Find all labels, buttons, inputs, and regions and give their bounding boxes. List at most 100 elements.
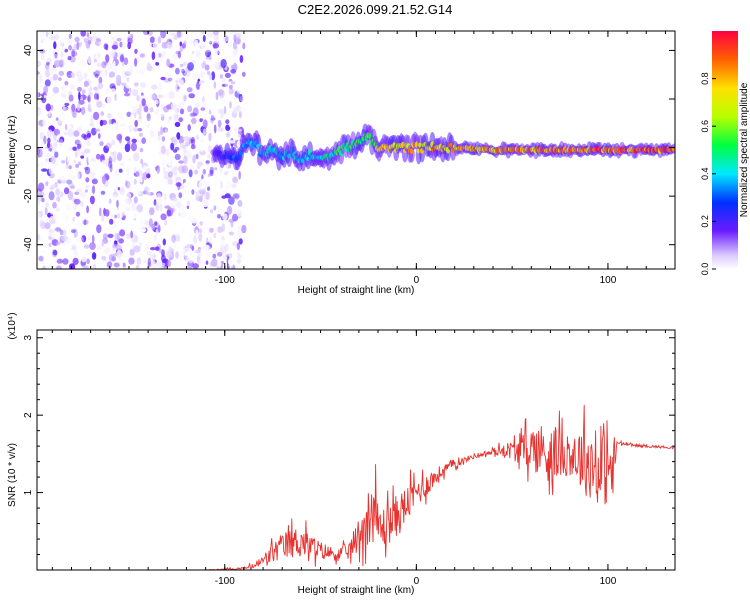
spectrogram-cell: [148, 190, 151, 196]
spectrogram-cell: [213, 34, 220, 41]
spectrogram-cell: [87, 55, 92, 64]
spectrogram-cell: [121, 40, 126, 49]
spectrogram-cell: [236, 242, 241, 251]
spectrogram-cell: [146, 113, 151, 122]
spectrogram-cell: [101, 175, 107, 185]
spectrogram-cell: [134, 191, 141, 195]
spectrogram-cell: [111, 139, 116, 146]
colorbar: 0.0 0.2 0.4 0.6 0.8 Normalized spectral ampl…: [700, 31, 750, 275]
spectrogram-cell: [66, 156, 71, 165]
spectrogram-cell: [178, 212, 181, 217]
spectrogram-cell: [100, 69, 107, 78]
spectrogram-cell: [107, 233, 114, 238]
spectrogram-cell: [112, 243, 118, 249]
spectrogram-cell: [42, 244, 49, 248]
spectrogram-cell: [131, 202, 137, 212]
spectrogram-cell: [175, 67, 180, 75]
spectrogram-cell: [225, 119, 230, 125]
spectrogram-cell: [214, 61, 222, 71]
spectrogram-cell: [219, 96, 225, 105]
spectrogram-cell: [125, 192, 132, 199]
spectrogram-cell: [91, 127, 97, 136]
spectrogram-cell: [37, 199, 41, 205]
spectrogram-cell: [140, 256, 147, 262]
spectrogram-cell: [48, 191, 55, 201]
spectrogram-cell: [119, 54, 125, 63]
spectrogram-cell: [58, 70, 65, 76]
spectrogram-cell: [94, 41, 98, 46]
spectrogram-cell: [191, 117, 197, 125]
spectrogram-cell: [48, 148, 52, 152]
spectrogram-cell: [70, 185, 75, 189]
spectrogram-cell: [80, 236, 84, 243]
spectrogram-cell: [154, 246, 160, 251]
spectrogram-marks: [37, 31, 675, 269]
spectrogram-cell: [86, 32, 90, 38]
spectrogram-cell: [141, 98, 146, 107]
snr-panel: -100 0 100 1 2 3 Height of straight line (km)…: [7, 312, 676, 596]
spectrogram-cell: [186, 200, 191, 206]
spectrogram-cell: [139, 69, 145, 75]
spectrogram-cell: [68, 226, 71, 233]
spectrogram-cell: [162, 158, 166, 167]
spectrogram-cell: [205, 191, 210, 201]
spectrogram-cell: [144, 204, 149, 214]
spectrogram-cell: [156, 167, 162, 173]
spectrogram-cell: [70, 159, 77, 169]
spectrogram-cell: [137, 128, 143, 132]
spectrogram-ytick-label: 20: [23, 93, 34, 105]
spectrogram-cell: [110, 88, 116, 93]
spectrogram-cell: [116, 199, 119, 208]
spectrogram-cell: [98, 41, 104, 46]
spectrogram-cell: [144, 186, 149, 195]
spectrogram-cell: [74, 149, 78, 158]
spectrogram-cell: [211, 115, 215, 119]
spectrogram-cell: [132, 96, 136, 102]
spectrogram-cell: [190, 209, 196, 217]
spectrogram-cell: [100, 190, 106, 195]
spectrogram-cell: [168, 171, 173, 179]
spectrogram-cell: [67, 190, 74, 201]
spectrogram-cell: [52, 86, 60, 94]
spectrogram-cell: [39, 48, 46, 54]
spectrogram-cell: [230, 68, 237, 74]
spectrogram-cell: [143, 190, 148, 195]
spectrogram-cell: [71, 229, 76, 234]
spectrogram-cell: [126, 200, 133, 205]
spectrogram-cell: [75, 223, 82, 228]
spectrogram-cell: [172, 125, 176, 131]
spectrogram-cell: [95, 54, 100, 60]
spectrogram-cell: [172, 136, 178, 141]
spectrogram-ticks: -100 0 100 -40 -20 0 20 40: [23, 31, 675, 286]
spectrogram-cell: [224, 94, 230, 100]
spectrogram-cell: [224, 181, 231, 190]
spectrogram-cell: [148, 207, 155, 216]
spectrogram-cell: [99, 259, 105, 266]
spectrogram-cell: [205, 58, 211, 66]
spectrogram-cell: [71, 232, 75, 238]
spectrogram-cell: [223, 35, 229, 42]
spectrogram-cell: [205, 104, 209, 112]
spectrogram-cell: [43, 85, 49, 95]
spectrogram-cell: [87, 94, 91, 103]
spectrogram-cell: [217, 119, 222, 128]
spectrogram-cell: [105, 88, 111, 94]
spectrogram-cell: [179, 135, 184, 145]
spectrogram-cell: [62, 229, 67, 236]
spectrogram-cell: [83, 80, 89, 88]
spectrogram-cell: [199, 84, 206, 93]
spectrogram-cell: [109, 218, 114, 225]
spectrogram-cell: [202, 35, 206, 42]
spectrogram-cell: [116, 176, 123, 184]
spectrogram-cell: [37, 125, 42, 130]
spectrogram-cell: [256, 143, 261, 149]
spectrogram-cell: [50, 104, 54, 111]
spectrogram-cell: [48, 183, 53, 188]
spectrogram-cell: [225, 131, 231, 138]
spectrogram-cell: [44, 222, 51, 230]
spectrogram-frame: [36, 30, 676, 270]
spectrogram-cell: [59, 138, 63, 147]
snr-xtick-label: 100: [600, 576, 617, 587]
spectrogram-cell: [127, 41, 132, 50]
spectrogram-cell: [142, 165, 148, 172]
